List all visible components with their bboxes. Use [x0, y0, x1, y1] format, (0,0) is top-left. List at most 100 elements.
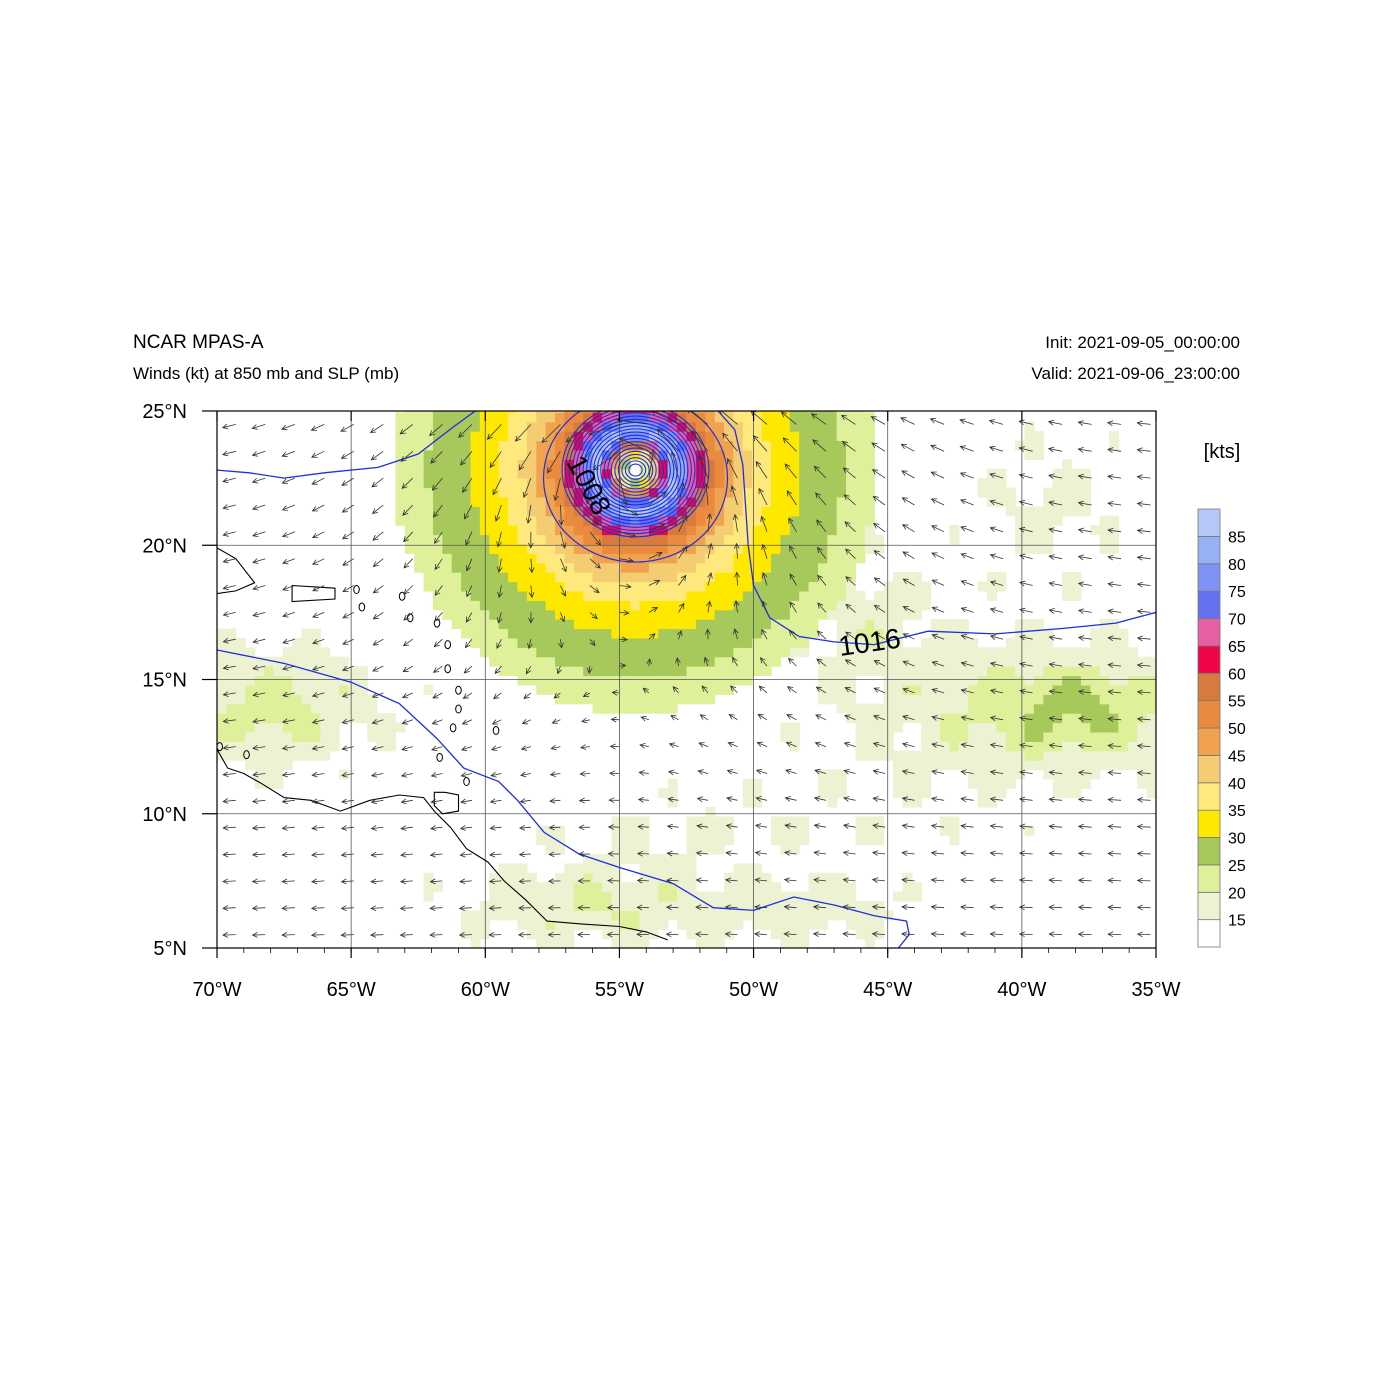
shading-cell	[695, 835, 706, 846]
shading-cell	[555, 647, 565, 658]
shading-cell	[517, 421, 528, 432]
shading-cell	[1090, 628, 1101, 639]
shading-cell	[470, 572, 481, 583]
shading-cell	[536, 637, 547, 648]
wind-vector	[522, 477, 532, 499]
shading-cell	[451, 496, 462, 507]
shading-cell	[705, 515, 716, 526]
wind-vector	[606, 904, 620, 911]
shading-cell	[602, 891, 612, 902]
shading-cell	[874, 543, 885, 554]
shading-cell	[789, 459, 800, 470]
coast-island	[455, 704, 462, 714]
shading-cell	[733, 515, 744, 526]
shading-cell	[705, 590, 716, 601]
shading-cell	[526, 675, 537, 686]
shading-cell	[611, 891, 622, 902]
shading-cell	[761, 619, 772, 630]
shading-cell	[648, 543, 659, 554]
shading-cell	[789, 835, 800, 846]
shading-cell	[536, 543, 547, 554]
shading-cell	[1071, 468, 1082, 479]
wind-vector	[1018, 419, 1033, 426]
shading-cell	[695, 647, 706, 658]
wind-vector	[608, 770, 620, 777]
shading-cell	[667, 581, 678, 592]
wind-vector	[989, 661, 1004, 668]
shading-cell	[677, 628, 688, 639]
shading-cell	[799, 628, 810, 639]
shading-cell	[1024, 534, 1035, 545]
slp-isobar	[572, 412, 699, 528]
shading-cell	[949, 684, 960, 695]
shading-cell	[583, 411, 594, 413]
shading-cell	[376, 722, 387, 733]
shading-cell	[667, 872, 678, 883]
wind-vector	[959, 418, 974, 425]
wind-vector	[340, 424, 354, 432]
slp-isobar-1016-east	[717, 411, 1156, 646]
shading-cell	[1137, 675, 1148, 686]
shading-cell	[742, 675, 753, 686]
shading-cell	[705, 919, 716, 930]
shading-cell	[686, 412, 697, 423]
wind-vector	[704, 628, 711, 640]
shading-cell	[883, 647, 894, 658]
shading-cell	[780, 938, 791, 948]
wind-vector	[403, 585, 414, 595]
wind-vector	[725, 850, 738, 857]
wind-vector	[1107, 554, 1122, 561]
wind-vector	[1107, 931, 1122, 938]
shading-cell	[780, 600, 791, 611]
shading-cell	[376, 741, 387, 752]
shading-cell	[667, 854, 678, 864]
wind-vector	[873, 522, 886, 533]
shading-cell	[752, 647, 763, 658]
shading-cell	[658, 619, 669, 630]
lat-lon-grid	[217, 411, 1156, 948]
shading-cell	[451, 506, 462, 517]
shading-cell	[226, 666, 237, 677]
shading-cell	[339, 656, 350, 667]
shading-cell	[686, 487, 697, 498]
wind-vector	[372, 531, 384, 541]
shading-cell	[771, 468, 781, 479]
shading-cell	[686, 835, 697, 846]
shading-cell	[602, 412, 612, 423]
shading-cell	[555, 684, 565, 695]
shading-cell	[911, 684, 922, 695]
shading-cell	[1015, 637, 1026, 648]
shading-cell	[893, 619, 904, 630]
wind-vector	[399, 905, 413, 912]
shading-cell	[855, 553, 866, 564]
shading-cell	[996, 468, 1007, 479]
shading-cell	[1090, 525, 1101, 536]
shading-cell	[517, 431, 528, 442]
shading-cell	[1080, 478, 1091, 489]
shading-cell	[658, 459, 669, 470]
shading-cell	[1005, 637, 1016, 648]
shading-cell	[733, 590, 744, 601]
shading-cell	[836, 891, 847, 902]
shading-cell	[508, 863, 519, 874]
wind-vector	[960, 526, 974, 533]
shading-cell	[376, 713, 387, 724]
wind-vector	[401, 719, 413, 725]
shading-cell	[1062, 750, 1073, 761]
shading-cell	[733, 543, 744, 554]
shading-cell	[301, 694, 312, 705]
shading-cell	[1033, 515, 1044, 526]
wind-vector	[401, 745, 413, 752]
shading-cell	[714, 825, 725, 836]
shading-cell	[846, 919, 857, 930]
wind-vector	[585, 478, 591, 505]
shading-cell	[292, 675, 303, 686]
shading-cell	[555, 675, 565, 686]
shading-cell	[940, 816, 950, 827]
shading-cell	[677, 600, 688, 611]
slp-isobar-1012	[217, 649, 910, 948]
shading-cell	[489, 872, 500, 883]
shading-cell	[695, 572, 706, 583]
shading-cell	[1043, 543, 1054, 554]
wind-vector	[988, 419, 1004, 425]
